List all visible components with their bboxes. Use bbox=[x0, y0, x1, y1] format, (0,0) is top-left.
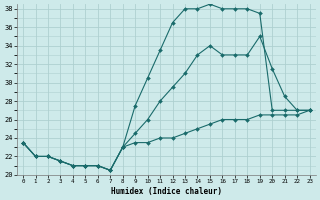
X-axis label: Humidex (Indice chaleur): Humidex (Indice chaleur) bbox=[111, 187, 222, 196]
